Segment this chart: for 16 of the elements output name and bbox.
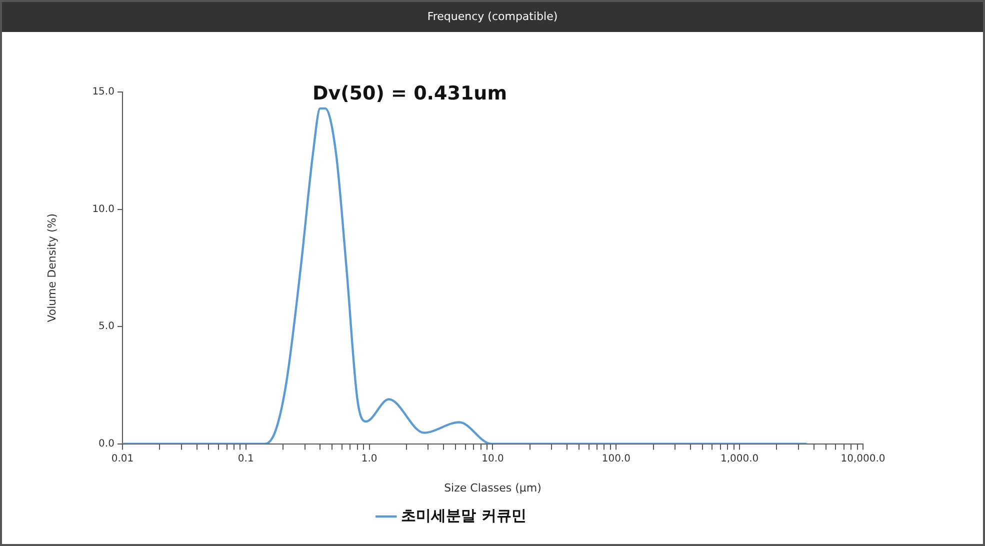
y-tick-label: 15.0 <box>92 86 114 98</box>
x-tick-label: 0.1 <box>238 453 254 464</box>
y-tick-label: 10.0 <box>92 204 114 215</box>
chart-title: Frequency (compatible) <box>2 2 983 32</box>
x-tick-label: 10,000.0 <box>840 453 886 464</box>
y-tick-label: 0.0 <box>98 438 114 450</box>
annotation: Dv(50) = 0.431um <box>312 82 508 104</box>
x-tick-label: 1,000.0 <box>720 453 759 464</box>
x-tick-label: 100.0 <box>602 453 630 464</box>
legend-label: 초미세분말 커큐민 <box>401 506 526 524</box>
x-axis-title: Size Classes (μm) <box>444 481 542 494</box>
x-tick-label: 0.01 <box>111 453 134 464</box>
y-axis-title: Volume Density (%) <box>45 214 58 322</box>
x-tick-label: 10.0 <box>482 453 504 464</box>
x-tick-label: 1.0 <box>361 453 378 464</box>
y-tick-label: 5.0 <box>98 321 114 332</box>
